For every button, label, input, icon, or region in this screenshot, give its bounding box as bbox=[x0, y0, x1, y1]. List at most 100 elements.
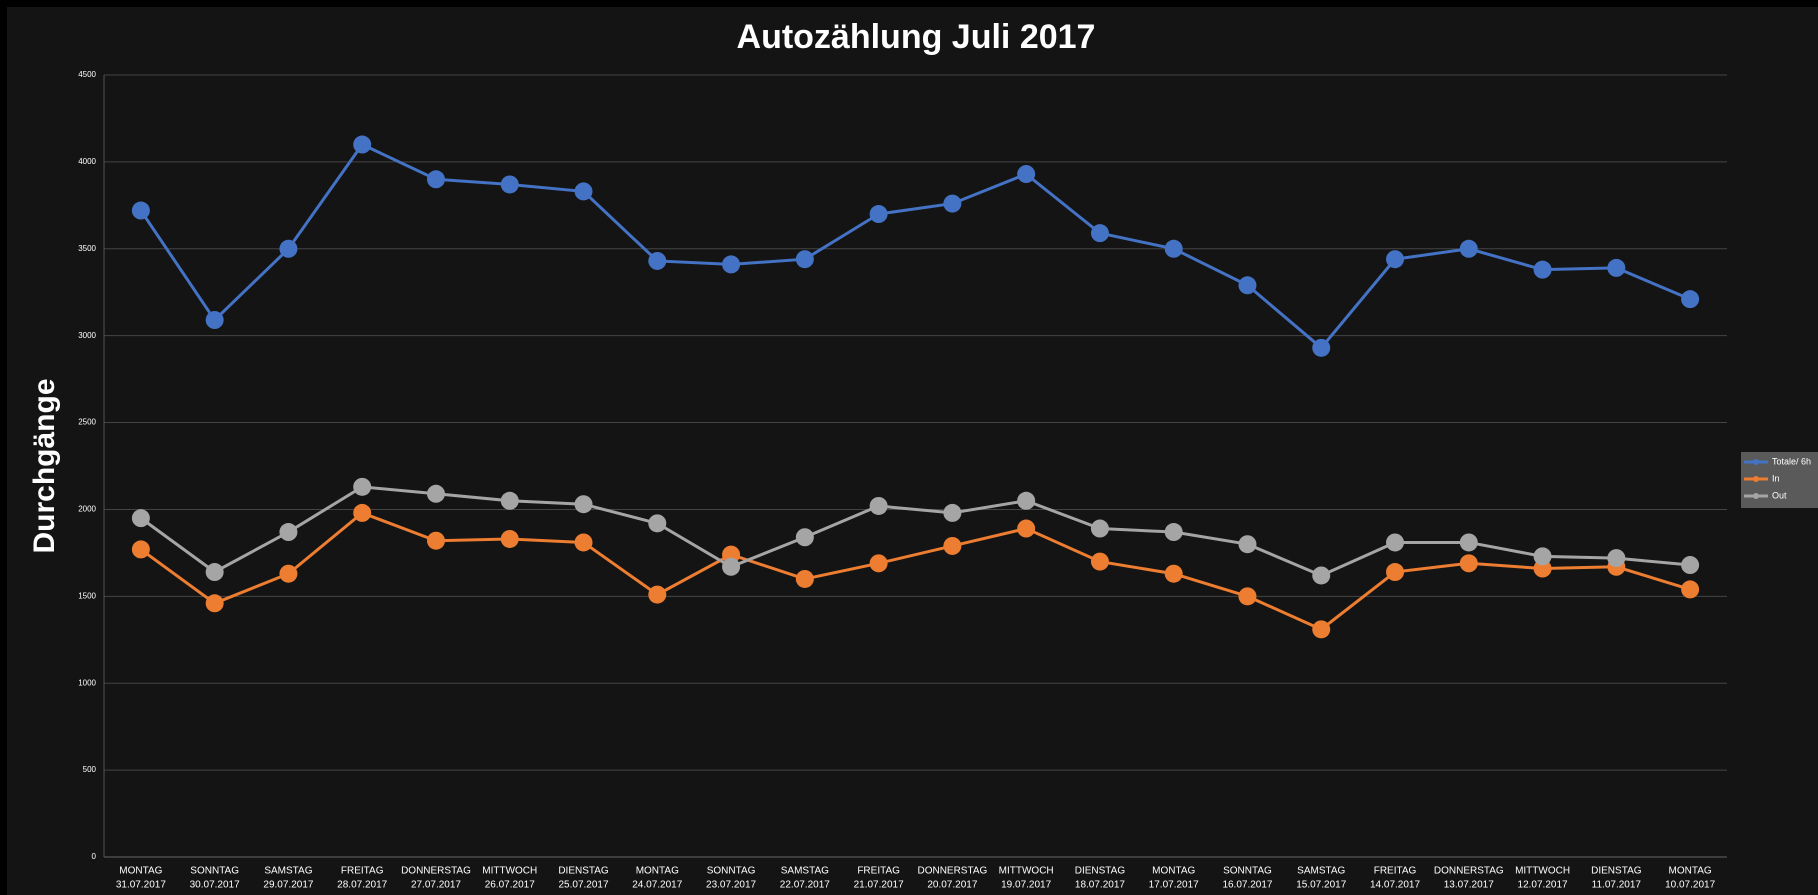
data-point bbox=[1681, 580, 1700, 599]
x-tick-label: 16.07.2017 bbox=[1222, 880, 1272, 891]
data-point bbox=[869, 496, 888, 515]
data-point bbox=[1459, 533, 1478, 552]
y-tick-label: 0 bbox=[92, 852, 97, 861]
data-point bbox=[574, 533, 593, 552]
y-tick-label: 500 bbox=[83, 765, 97, 774]
data-point bbox=[1459, 554, 1478, 573]
x-tick-label: 10.07.2017 bbox=[1665, 880, 1715, 891]
data-point bbox=[1386, 250, 1405, 269]
data-point bbox=[795, 250, 814, 269]
data-point bbox=[943, 194, 962, 213]
data-point bbox=[1017, 491, 1036, 510]
data-point bbox=[1312, 338, 1331, 357]
x-tick-label: 30.07.2017 bbox=[190, 880, 240, 891]
data-point bbox=[1164, 523, 1183, 542]
y-tick-label: 2500 bbox=[78, 418, 96, 427]
x-tick-label: DIENSTAG bbox=[1591, 866, 1642, 877]
x-tick-label: 24.07.2017 bbox=[632, 880, 682, 891]
series-line bbox=[140, 485, 1691, 578]
legend-marker bbox=[1753, 476, 1759, 482]
data-point bbox=[1681, 290, 1700, 309]
data-point bbox=[722, 255, 741, 274]
data-point bbox=[279, 564, 298, 583]
data-point bbox=[1607, 549, 1626, 568]
data-point bbox=[279, 239, 298, 258]
data-point bbox=[795, 528, 814, 547]
series-line bbox=[140, 511, 1691, 632]
data-point bbox=[869, 205, 888, 224]
x-tick-label: 27.07.2017 bbox=[411, 880, 461, 891]
data-point bbox=[205, 311, 224, 330]
x-tick-label: MONTAG bbox=[636, 866, 679, 877]
x-tick-label: SAMSTAG bbox=[1297, 866, 1345, 877]
data-point bbox=[574, 182, 593, 201]
data-point bbox=[1386, 563, 1405, 582]
x-tick-label: FREITAG bbox=[341, 866, 384, 877]
data-point bbox=[648, 585, 667, 604]
data-point bbox=[1164, 564, 1183, 583]
data-point bbox=[1312, 566, 1331, 585]
data-point bbox=[648, 251, 667, 270]
legend-marker bbox=[1753, 493, 1759, 499]
x-tick-label: 22.07.2017 bbox=[780, 880, 830, 891]
x-tick-label: 25.07.2017 bbox=[558, 880, 608, 891]
x-tick-label: FREITAG bbox=[1374, 866, 1417, 877]
y-tick-label: 1500 bbox=[78, 591, 96, 600]
data-point bbox=[943, 536, 962, 555]
data-point bbox=[500, 175, 519, 194]
x-tick-label: SONNTAG bbox=[1223, 866, 1272, 877]
x-tick-label: 17.07.2017 bbox=[1149, 880, 1199, 891]
data-point bbox=[1533, 547, 1552, 566]
data-point bbox=[1386, 533, 1405, 552]
data-point bbox=[426, 170, 445, 189]
y-axis-label: Durchgänge bbox=[28, 378, 61, 553]
x-tick-label: MONTAG bbox=[1669, 866, 1712, 877]
data-point bbox=[1533, 260, 1552, 279]
series-line bbox=[139, 142, 1691, 350]
legend-label: Out bbox=[1772, 490, 1787, 500]
data-point bbox=[1238, 535, 1257, 554]
x-tick-label: 11.07.2017 bbox=[1592, 880, 1642, 891]
chart-area bbox=[7, 7, 1818, 895]
x-tick-label: 20.07.2017 bbox=[927, 880, 977, 891]
y-tick-label: 4500 bbox=[78, 70, 96, 79]
data-point bbox=[500, 491, 519, 510]
x-tick-label: 28.07.2017 bbox=[337, 880, 387, 891]
y-tick-label: 3000 bbox=[78, 331, 96, 340]
legend-label: Totale/ 6h bbox=[1772, 456, 1811, 466]
x-tick-label: DONNERSTAG bbox=[1434, 866, 1504, 877]
x-tick-label: 19.07.2017 bbox=[1001, 880, 1051, 891]
y-tick-label: 3500 bbox=[78, 244, 96, 253]
x-tick-label: 29.07.2017 bbox=[263, 880, 313, 891]
legend-marker bbox=[1753, 459, 1759, 465]
x-tick-label: DONNERSTAG bbox=[917, 866, 987, 877]
data-point bbox=[353, 135, 372, 154]
data-point bbox=[131, 509, 150, 528]
data-point bbox=[1238, 587, 1257, 606]
x-tick-label: SAMSTAG bbox=[781, 866, 829, 877]
x-tick-label: 15.07.2017 bbox=[1296, 880, 1346, 891]
x-tick-label: 12.07.2017 bbox=[1518, 880, 1568, 891]
data-point bbox=[1090, 519, 1109, 538]
x-tick-label: DONNERSTAG bbox=[401, 866, 471, 877]
data-point bbox=[131, 540, 150, 559]
x-tick-label: MITTWOCH bbox=[999, 866, 1054, 877]
data-point bbox=[1312, 620, 1331, 639]
data-point bbox=[500, 529, 519, 548]
x-tick-label: 31.07.2017 bbox=[116, 880, 166, 891]
data-point bbox=[279, 523, 298, 542]
x-tick-label: SAMSTAG bbox=[264, 866, 312, 877]
x-tick-label: MITTWOCH bbox=[1515, 866, 1570, 877]
x-tick-label: 21.07.2017 bbox=[854, 880, 904, 891]
data-point bbox=[1090, 224, 1109, 243]
data-point bbox=[943, 503, 962, 522]
y-tick-label: 4000 bbox=[78, 157, 96, 166]
data-point bbox=[1238, 276, 1257, 295]
x-tick-label: MONTAG bbox=[119, 866, 162, 877]
data-point bbox=[1017, 165, 1036, 184]
data-point bbox=[353, 503, 372, 522]
x-tick-label: 14.07.2017 bbox=[1370, 880, 1420, 891]
legend-label: In bbox=[1772, 473, 1780, 483]
